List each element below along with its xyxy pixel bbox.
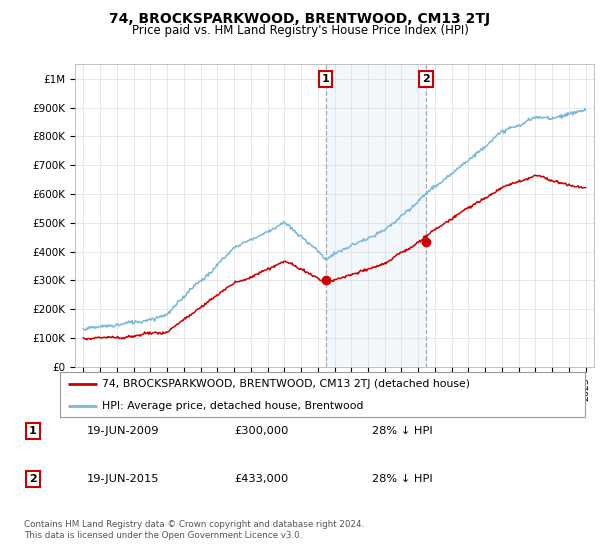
Text: 19-JUN-2015: 19-JUN-2015 [87, 474, 160, 484]
Text: 1: 1 [322, 74, 329, 84]
Text: Contains HM Land Registry data © Crown copyright and database right 2024.
This d: Contains HM Land Registry data © Crown c… [24, 520, 364, 540]
Text: 2: 2 [422, 74, 430, 84]
Text: 74, BROCKSPARKWOOD, BRENTWOOD, CM13 2TJ (detached house): 74, BROCKSPARKWOOD, BRENTWOOD, CM13 2TJ … [102, 380, 470, 390]
Text: £300,000: £300,000 [234, 426, 289, 436]
Text: 28% ↓ HPI: 28% ↓ HPI [372, 426, 433, 436]
Text: Price paid vs. HM Land Registry's House Price Index (HPI): Price paid vs. HM Land Registry's House … [131, 24, 469, 36]
Bar [326, 64, 426, 367]
FancyBboxPatch shape [60, 372, 585, 417]
Text: 1: 1 [29, 426, 37, 436]
Text: £433,000: £433,000 [234, 474, 288, 484]
Text: 2: 2 [29, 474, 37, 484]
Text: 19-JUN-2009: 19-JUN-2009 [87, 426, 160, 436]
Text: 28% ↓ HPI: 28% ↓ HPI [372, 474, 433, 484]
Text: HPI: Average price, detached house, Brentwood: HPI: Average price, detached house, Bren… [102, 401, 364, 411]
Text: 74, BROCKSPARKWOOD, BRENTWOOD, CM13 2TJ: 74, BROCKSPARKWOOD, BRENTWOOD, CM13 2TJ [109, 12, 491, 26]
